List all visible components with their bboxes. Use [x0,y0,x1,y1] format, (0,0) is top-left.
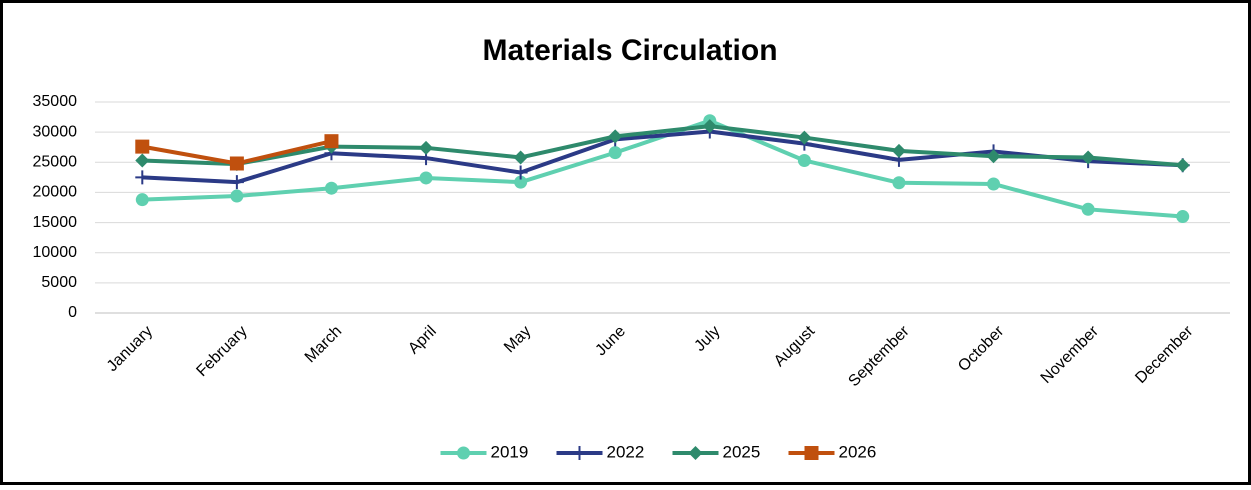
point [229,175,244,190]
series-line [142,129,1183,185]
point [797,130,812,145]
point [1081,202,1095,216]
y-tick-label: 0 [68,304,77,321]
chart-title: Materials Circulation [482,34,777,67]
point [608,129,623,144]
point [513,165,528,180]
point [797,153,811,167]
point [892,176,906,190]
y-tick-label: 20000 [33,184,78,201]
point [324,134,339,149]
legend-label: 2022 [607,442,645,461]
point [324,181,338,195]
point [702,119,717,134]
point [135,170,150,185]
legend-marker [457,446,470,460]
point [1081,150,1096,165]
y-tick-label: 15000 [33,214,78,231]
point [229,156,244,171]
series-line [142,124,1183,168]
point [419,171,433,185]
point [514,175,528,189]
point [135,193,149,207]
point [419,140,434,155]
point [135,153,150,168]
point [1175,158,1190,173]
y-tick-label: 35000 [33,93,78,110]
point [513,150,528,165]
legend-label: 2019 [491,442,529,461]
y-tick-label: 5000 [41,274,77,291]
point [608,146,622,160]
point [986,149,1001,164]
legend-marker [688,446,703,460]
point [135,139,150,154]
point [1176,210,1190,224]
y-tick-label: 30000 [33,123,78,140]
legend-label: 2026 [839,442,877,461]
y-tick-label: 10000 [33,244,78,261]
point [891,143,906,158]
y-tick-label: 25000 [33,154,78,171]
point [987,177,1001,191]
point [230,189,244,203]
legend-label: 2025 [723,442,761,461]
legend-marker [804,446,819,460]
legend-marker [572,446,587,460]
